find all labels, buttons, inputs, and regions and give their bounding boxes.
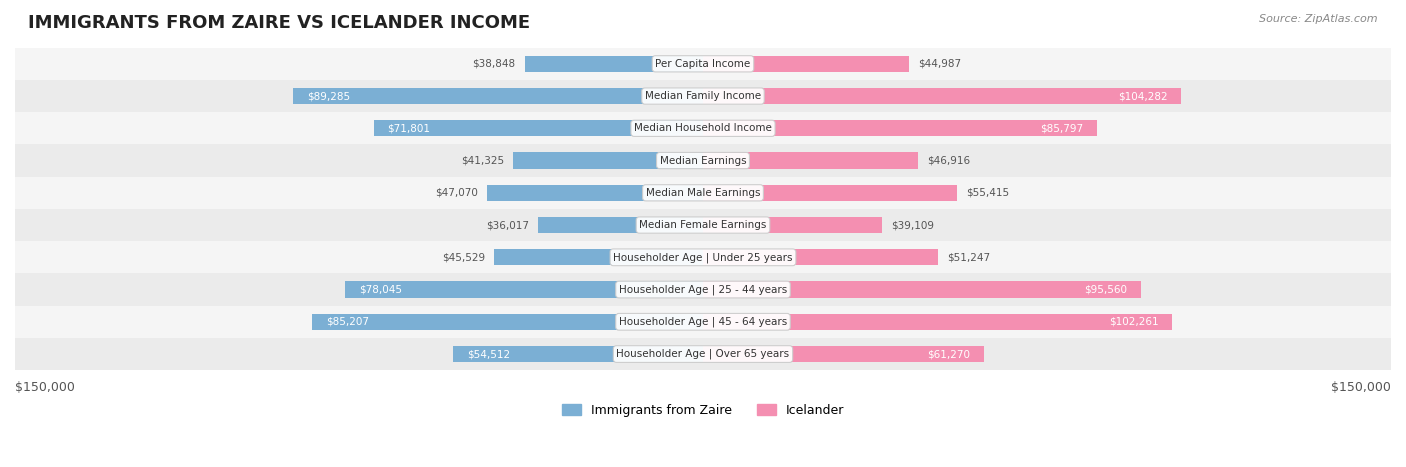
- Text: $104,282: $104,282: [1118, 91, 1167, 101]
- Text: $71,801: $71,801: [388, 123, 430, 133]
- Text: $89,285: $89,285: [308, 91, 350, 101]
- Text: $38,848: $38,848: [472, 59, 516, 69]
- Bar: [703, 88, 1181, 104]
- Text: $36,017: $36,017: [485, 220, 529, 230]
- Text: IMMIGRANTS FROM ZAIRE VS ICELANDER INCOME: IMMIGRANTS FROM ZAIRE VS ICELANDER INCOM…: [28, 14, 530, 32]
- Bar: [703, 120, 1097, 136]
- Text: $45,529: $45,529: [441, 252, 485, 262]
- Text: Median Female Earnings: Median Female Earnings: [640, 220, 766, 230]
- Bar: [703, 314, 1173, 330]
- Bar: [524, 56, 703, 72]
- Text: $39,109: $39,109: [891, 220, 935, 230]
- Text: $51,247: $51,247: [948, 252, 990, 262]
- Bar: [703, 346, 984, 362]
- Text: Median Family Income: Median Family Income: [645, 91, 761, 101]
- Bar: [703, 56, 910, 72]
- Bar: [453, 346, 703, 362]
- Text: $78,045: $78,045: [359, 284, 402, 295]
- Bar: [294, 88, 703, 104]
- Text: Median Male Earnings: Median Male Earnings: [645, 188, 761, 198]
- Text: $150,000: $150,000: [15, 382, 75, 395]
- Bar: [703, 282, 1142, 297]
- Text: Householder Age | Under 25 years: Householder Age | Under 25 years: [613, 252, 793, 262]
- Bar: [312, 314, 703, 330]
- Text: $44,987: $44,987: [918, 59, 962, 69]
- Text: Householder Age | 45 - 64 years: Householder Age | 45 - 64 years: [619, 317, 787, 327]
- Bar: [703, 249, 938, 265]
- Bar: [703, 217, 883, 233]
- Text: $85,207: $85,207: [326, 317, 368, 327]
- Bar: [344, 282, 703, 297]
- Bar: [15, 274, 1391, 306]
- Text: $85,797: $85,797: [1039, 123, 1083, 133]
- Bar: [538, 217, 703, 233]
- Text: $54,512: $54,512: [467, 349, 510, 359]
- Text: Householder Age | 25 - 44 years: Householder Age | 25 - 44 years: [619, 284, 787, 295]
- Bar: [703, 153, 918, 169]
- Text: $46,916: $46,916: [928, 156, 970, 166]
- Text: Median Earnings: Median Earnings: [659, 156, 747, 166]
- Bar: [15, 48, 1391, 80]
- Bar: [15, 80, 1391, 112]
- Bar: [703, 185, 957, 201]
- Bar: [374, 120, 703, 136]
- Text: Per Capita Income: Per Capita Income: [655, 59, 751, 69]
- Bar: [486, 185, 703, 201]
- Text: $41,325: $41,325: [461, 156, 505, 166]
- Bar: [15, 177, 1391, 209]
- Bar: [513, 153, 703, 169]
- Bar: [15, 306, 1391, 338]
- Text: $61,270: $61,270: [928, 349, 970, 359]
- Legend: Immigrants from Zaire, Icelander: Immigrants from Zaire, Icelander: [557, 399, 849, 422]
- Text: Householder Age | Over 65 years: Householder Age | Over 65 years: [616, 349, 790, 359]
- Text: Median Household Income: Median Household Income: [634, 123, 772, 133]
- Bar: [494, 249, 703, 265]
- Text: $102,261: $102,261: [1109, 317, 1159, 327]
- Text: $47,070: $47,070: [434, 188, 478, 198]
- Text: $55,415: $55,415: [966, 188, 1010, 198]
- Text: $150,000: $150,000: [1331, 382, 1391, 395]
- Text: $95,560: $95,560: [1084, 284, 1128, 295]
- Bar: [15, 144, 1391, 177]
- Bar: [15, 112, 1391, 144]
- Bar: [15, 338, 1391, 370]
- Bar: [15, 241, 1391, 274]
- Text: Source: ZipAtlas.com: Source: ZipAtlas.com: [1260, 14, 1378, 24]
- Bar: [15, 209, 1391, 241]
